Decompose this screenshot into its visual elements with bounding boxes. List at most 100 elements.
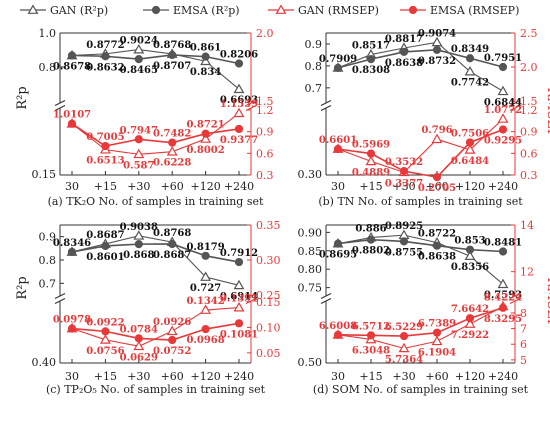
legend-item: EMSA (R²p) [143, 4, 240, 17]
x-tick-label: +120 [190, 180, 220, 193]
data-point [498, 125, 508, 134]
y-tick-label: 0.15 [32, 168, 57, 181]
data-point [134, 240, 143, 249]
x-tick-label: 30 [65, 370, 79, 383]
series-line [337, 234, 504, 285]
data-label: 0.7482 [153, 129, 191, 140]
y2-tick-label: 2.0 [520, 61, 538, 74]
data-point [497, 113, 509, 123]
data-point [465, 54, 475, 63]
data-label: 0.8707 [153, 61, 191, 72]
legend-label: EMSA (RMSEP) [430, 4, 519, 17]
y2-tick-label: 2.0 [256, 27, 274, 40]
data-label: 0.8481 [484, 237, 522, 248]
data-label: 0.8206 [220, 49, 258, 60]
data-label: 1.0107 [53, 110, 91, 121]
y2-tick-label: 0.05 [256, 347, 281, 360]
y2-tick-label: 1.5 [256, 95, 274, 108]
series-rmsep-emsa [67, 119, 244, 151]
left-axis-break-gap [55, 102, 65, 109]
data-point [233, 301, 245, 312]
y2-axis-title: RMSEP [544, 277, 550, 327]
data-point [464, 65, 476, 76]
data-point [134, 54, 143, 64]
data-label: 0.8802 [352, 246, 390, 257]
data-label: 0.9295 [484, 136, 522, 147]
y-tick-label: 0.50 [298, 356, 323, 369]
x-tick-label: +30 [392, 180, 415, 193]
data-label: 6.1904 [418, 347, 456, 358]
data-point [399, 47, 409, 57]
left-axis-break [54, 298, 66, 304]
data-label: 6.3048 [352, 345, 390, 356]
data-point [67, 119, 77, 128]
data-point [366, 149, 376, 158]
left-axis-break [320, 105, 332, 111]
data-point [333, 239, 343, 248]
right-axis-break-gap [510, 295, 520, 302]
left-axis-break [54, 100, 66, 106]
legend-marker-icon [408, 5, 418, 15]
right-axis-break-gap [246, 295, 256, 302]
panel-caption: (a) TK₂O No. of samples in training set [48, 195, 264, 208]
data-label: 7.2922 [451, 330, 489, 341]
x-tick-label: +240 [488, 370, 518, 383]
y-tick-label: 0.9 [39, 231, 57, 244]
data-label: 0.8768 [153, 228, 191, 239]
data-label: 0.6484 [451, 156, 489, 167]
x-tick-label: 30 [331, 180, 345, 193]
left-axis-break-gap [55, 295, 65, 302]
data-point [431, 335, 443, 346]
series-line [71, 112, 240, 155]
data-label: 0.8308 [352, 65, 390, 76]
x-tick-label: +60 [425, 370, 448, 383]
series-rmsep-emsa [333, 303, 508, 341]
data-point [234, 257, 244, 267]
left-axis-break-gap [321, 295, 331, 302]
data-point [365, 155, 377, 166]
x-tick-label: +60 [161, 370, 184, 383]
data-label: 1.1559 [220, 99, 258, 110]
data-point [432, 241, 442, 250]
data-label: 6.6008 [319, 321, 357, 332]
y-tick-label: 0.7 [305, 82, 323, 95]
data-point [234, 319, 244, 328]
data-label: 0.8632 [86, 62, 124, 73]
y-tick-label: 0.8 [305, 60, 323, 73]
data-point [399, 237, 409, 246]
x-tick-label: +30 [127, 370, 150, 383]
series-r2-emsa [67, 50, 244, 68]
data-label: 5.7364 [385, 354, 423, 365]
left-axis-break [320, 293, 332, 299]
right-axis-break [245, 100, 257, 106]
data-label: 0.727 [190, 283, 221, 294]
y-axis-title: R²p [15, 276, 30, 299]
data-point [465, 245, 475, 254]
y2-tick-label: 0.3 [256, 169, 274, 182]
legend-marker-icon [151, 5, 161, 15]
data-label: 0.6914 [220, 291, 258, 302]
x-tick-label: +15 [359, 180, 382, 193]
y2-tick-label: 12 [520, 266, 534, 279]
data-point [464, 250, 476, 260]
series-r2-emsa [333, 235, 508, 256]
chart-panel: 0.75 0.80 0.85 0.90 0.50 5 6 7 8 12 14 RMSEP 30 +15 +3… [298, 219, 550, 396]
data-label: 0.0784 [120, 324, 158, 335]
data-point [200, 133, 212, 143]
data-label: 0.7951 [484, 53, 522, 64]
data-label: 0.8349 [451, 44, 489, 55]
data-label: 0.853 [454, 236, 485, 247]
data-point [168, 138, 177, 147]
y2-tick-label: 0.6 [256, 147, 274, 160]
data-label: 0.2705 [418, 183, 456, 194]
legend-label: GAN (RMSEP) [298, 4, 379, 17]
panel-caption: (d) SOM No. of samples in training set [313, 383, 529, 396]
data-label: 0.0922 [86, 317, 124, 328]
panel-caption: (b) TN No. of samples in training set [318, 195, 523, 208]
data-label: 7.6642 [451, 304, 489, 315]
data-point [398, 342, 410, 353]
y2-tick-label: 0.9 [256, 126, 274, 139]
data-label: 0.8772 [86, 40, 124, 51]
y-tick-label: 0.90 [298, 226, 323, 239]
